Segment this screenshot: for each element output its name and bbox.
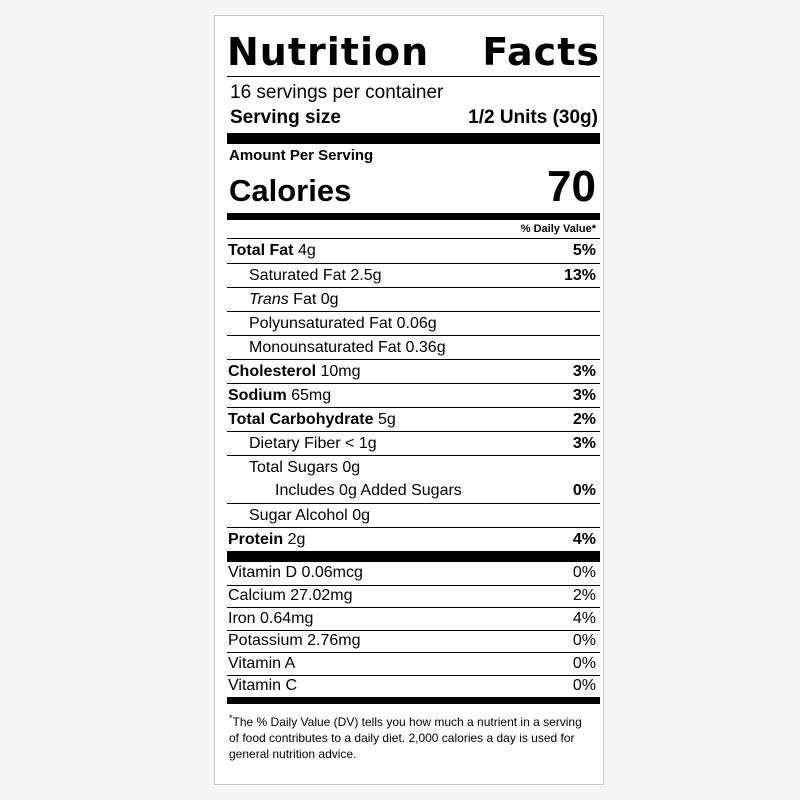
nutrient-name: Cholesterol — [228, 362, 317, 380]
serving-size-label: Serving size — [230, 107, 341, 128]
nutrient-amount: 0.36g — [405, 338, 446, 356]
vitamin-name: Vitamin A — [228, 654, 296, 672]
footnote-divider — [227, 697, 600, 704]
nutrient-row-total-carbohydrate: Total Carbohydrate 5g 2% — [227, 407, 600, 431]
nutrient-dv: 3% — [572, 434, 596, 452]
vitamin-row-vitamin-a: Vitamin A 0% — [227, 652, 600, 675]
nutrient-amount: 4g — [297, 242, 316, 259]
nutrient-row-trans-fat: Trans Fat 0g — [227, 287, 600, 311]
footnote-text: The % Daily Value (DV) tells you how muc… — [229, 715, 582, 761]
nutrient-amount: 5g — [377, 410, 396, 428]
nutrient-row-sodium: Sodium 65mg 3% — [227, 383, 600, 407]
vitamin-name: Calcium — [228, 587, 286, 605]
nutrient-name: Saturated Fat — [249, 266, 346, 284]
nutrient-name: Polyunsaturated Fat — [249, 314, 393, 332]
vitamin-name: Vitamin C — [228, 677, 298, 695]
title-word-facts: Facts — [482, 30, 600, 74]
vitamin-dv: 0% — [572, 654, 596, 672]
vitamin-row-vitamin-c: Vitamin C 0% — [227, 674, 600, 698]
nutrient-row-total-fat: Total Fat 4g 5% — [227, 239, 600, 263]
label-title: Nutrition Facts — [227, 28, 600, 76]
nutrient-dv: 0% — [572, 482, 596, 499]
vitamin-dv: 0% — [572, 632, 596, 650]
nutrient-dv: 13% — [563, 266, 596, 284]
vitamin-dv: 4% — [572, 609, 596, 627]
vitamin-row-potassium: Potassium 2.76mg 0% — [227, 629, 600, 653]
nutrient-name: Monounsaturated Fat — [249, 338, 402, 356]
calories-row: Calories 70 — [227, 165, 600, 209]
label-content: Nutrition Facts 16 servings per containe… — [227, 28, 600, 762]
nutrient-dv: 2% — [572, 410, 596, 428]
nutrient-row-protein: Protein 2g 4% — [227, 527, 600, 551]
nutrient-name-italic: Trans — [249, 290, 289, 308]
nutrient-row-added-sugars: Includes 0g Added Sugars 0% — [227, 479, 600, 503]
vitamin-dv: 2% — [572, 587, 596, 605]
nutrient-name: Total Fat — [228, 242, 294, 259]
nutrient-row-polyunsaturated-fat: Polyunsaturated Fat 0.06g — [227, 311, 600, 335]
vitamin-row-iron: Iron 0.64mg 4% — [227, 607, 600, 630]
nutrient-row-monounsaturated-fat: Monounsaturated Fat 0.36g — [227, 335, 600, 359]
thick-divider — [227, 133, 600, 144]
nutrient-row-sugar-alcohol: Sugar Alcohol 0g — [227, 503, 600, 527]
vitamin-amount: 0.64mg — [260, 609, 314, 627]
vitamin-row-vitamin-d: Vitamin D 0.06mcg 0% — [227, 562, 600, 585]
nutrient-amount: 0.06g — [396, 314, 437, 332]
calories-label: Calories — [229, 173, 352, 208]
vitamin-name: Potassium — [228, 632, 303, 650]
nutrient-name: Total Carbohydrate — [228, 410, 374, 428]
nutrition-facts-label: Nutrition Facts 16 servings per containe… — [214, 15, 604, 785]
servings-per-container: 16 servings per container — [230, 82, 444, 103]
nutrient-amount: 2g — [287, 530, 306, 548]
nutrient-name: Sugar Alcohol — [249, 506, 348, 524]
nutrient-row-dietary-fiber: Dietary Fiber < 1g 3% — [227, 431, 600, 455]
vitamin-dv: 0% — [572, 564, 596, 582]
serving-size-value: 1/2 Units (30g) — [468, 107, 598, 128]
vitamin-row-calcium: Calcium 27.02mg 2% — [227, 584, 600, 608]
nutrient-amount: < 1g — [345, 434, 377, 452]
nutrient-dv: 3% — [572, 386, 596, 404]
nutrient-list: Total Fat 4g 5% Saturated Fat 2.5g 13% T… — [227, 238, 600, 551]
nutrient-name: Total Sugars — [249, 458, 338, 476]
vitamin-dv: 0% — [572, 677, 596, 695]
nutrient-name: Protein — [228, 530, 284, 548]
nutrient-amount: 0g — [320, 290, 339, 308]
footnote-star: * — [229, 713, 233, 723]
daily-value-footnote: *The % Daily Value (DV) tells you how mu… — [227, 704, 600, 762]
nutrient-amount: 0g — [352, 506, 370, 524]
nutrient-amount: 65mg — [291, 386, 332, 404]
calories-value: 70 — [547, 162, 596, 211]
nutrient-name: Sodium — [228, 386, 287, 404]
vitamin-amount: 27.02mg — [290, 587, 353, 605]
nutrient-amount: 0g — [342, 458, 361, 476]
vitamin-amount: 0.06mcg — [301, 564, 363, 582]
divider — [227, 76, 600, 77]
nutrient-dv: 4% — [572, 530, 596, 548]
nutrient-dv: 5% — [572, 242, 596, 259]
vitamin-list: Vitamin D 0.06mcg 0% Calcium 27.02mg 2% … — [227, 562, 600, 697]
nutrient-dv: 3% — [572, 362, 596, 380]
title-word-nutrition: Nutrition — [227, 30, 430, 74]
vitamin-amount: 2.76mg — [307, 632, 361, 650]
nutrient-amount: 10mg — [320, 362, 361, 380]
nutrient-amount: 2.5g — [350, 266, 382, 284]
vitamin-name: Vitamin D — [228, 564, 298, 582]
nutrient-row-total-sugars: Total Sugars 0g — [227, 455, 600, 479]
amount-per-serving: Amount Per Serving — [229, 147, 374, 164]
nutrient-name: Fat — [293, 290, 317, 308]
nutrient-name: Dietary Fiber — [249, 434, 341, 452]
nutrient-name: Includes 0g Added Sugars — [275, 482, 462, 499]
thick-divider-vitamins — [227, 551, 600, 562]
nutrient-row-cholesterol: Cholesterol 10mg 3% — [227, 359, 600, 383]
daily-value-header: % Daily Value* — [520, 223, 596, 235]
vitamin-name: Iron — [228, 609, 256, 627]
serving-size-row: Serving size 1/2 Units (30g) — [227, 105, 600, 131]
medium-divider — [227, 213, 600, 220]
nutrient-row-saturated-fat: Saturated Fat 2.5g 13% — [227, 263, 600, 287]
